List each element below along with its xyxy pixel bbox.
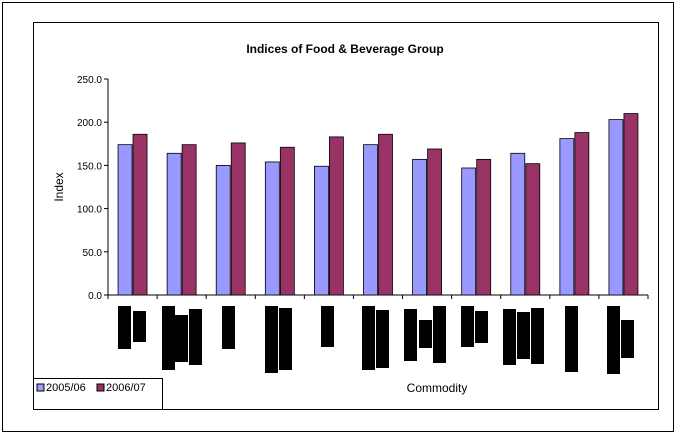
x-tick-label-redacted-7	[433, 306, 446, 363]
legend-swatch-2005-06	[36, 383, 45, 392]
plot-area: 0.0 50.0 100.0 150.0 200.0 250.0	[77, 75, 649, 374]
bar-2005-06-8	[461, 167, 477, 296]
x-tick-label-redacted-2	[175, 315, 188, 362]
x-tick-label-redacted-9	[503, 309, 516, 365]
bar-2005-06-10	[559, 138, 575, 296]
x-tick-label-redacted-4	[279, 308, 292, 370]
x-tick-label-redacted-2	[189, 309, 202, 365]
x-tick-label-redacted-7	[419, 320, 432, 348]
x-tick-label-redacted-2	[162, 306, 175, 370]
legend: 2005/06 2006/07	[33, 378, 163, 410]
bar-2006-07-10	[574, 132, 590, 296]
y-tick-label: 250.0	[77, 75, 102, 86]
bar-2006-07-11	[623, 113, 639, 296]
x-tick-label-redacted-4	[265, 306, 278, 373]
bar-2006-07-8	[476, 158, 492, 296]
x-tick-label-redacted-9	[531, 308, 544, 364]
x-tick-label-redacted-6	[376, 310, 389, 368]
legend-label-2005-06: 2005/06	[46, 382, 86, 394]
x-tick-label-redacted-5	[321, 306, 334, 347]
y-tick-label: 0.0	[88, 291, 102, 302]
x-tick-label-redacted-9	[517, 312, 530, 359]
y-axis-label: Index	[52, 172, 66, 201]
y-tick-label: 200.0	[77, 118, 102, 129]
x-tick-label-redacted-1	[118, 306, 131, 349]
bar-2005-06-7	[412, 158, 427, 296]
x-tick-label-redacted-8	[475, 311, 488, 343]
bar-2005-06-11	[608, 119, 624, 296]
x-tick-label-redacted-11	[621, 320, 634, 358]
bar-2006-07-4	[279, 146, 295, 296]
x-tick-label-redacted-10	[565, 306, 578, 372]
x-tick-label-redacted-6	[362, 306, 375, 370]
bar-2005-06-6	[363, 144, 378, 296]
bar-2006-07-1	[132, 133, 148, 296]
x-tick-label-redacted-3	[222, 306, 235, 349]
y-tick-label: 100.0	[77, 205, 102, 216]
x-tick-label-redacted-8	[461, 306, 474, 347]
bar-2006-07-6	[378, 133, 393, 296]
y-tick-label: 150.0	[77, 161, 102, 172]
bar-2005-06-9	[510, 152, 526, 296]
bar-2006-07-3	[230, 142, 246, 296]
bar-2005-06-3	[215, 164, 231, 296]
bar-2005-06-4	[264, 161, 280, 296]
x-tick-label-redacted-11	[607, 306, 620, 374]
bar-2006-07-9	[525, 163, 541, 296]
bar-2006-07-7	[427, 148, 442, 296]
bar-2005-06-5	[314, 165, 329, 296]
legend-label-2006-07: 2006/07	[106, 382, 146, 394]
x-tick-label-redacted-7	[404, 309, 417, 361]
bar-2005-06-1	[117, 144, 133, 296]
chart-title: Indices of Food & Beverage Group	[246, 42, 443, 56]
x-tick-label-redacted-1	[133, 311, 146, 342]
x-axis-label: Commodity	[407, 381, 468, 395]
legend-swatch-2006-07	[96, 383, 105, 392]
y-tick-label: 50.0	[83, 248, 103, 259]
bar-2006-07-5	[329, 136, 344, 296]
bar-2006-07-2	[181, 144, 197, 296]
bar-2005-06-2	[166, 152, 182, 296]
